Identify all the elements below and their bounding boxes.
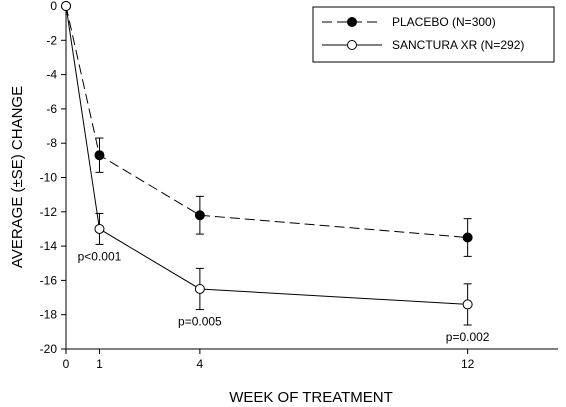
y-tick-label: -12	[40, 205, 58, 219]
y-tick-label: -10	[40, 171, 58, 185]
y-tick-label: -18	[40, 308, 58, 322]
legend-placebo-label: PLACEBO (N=300)	[392, 15, 496, 29]
y-axis-title: AVERAGE (±SE) CHANGE	[9, 86, 26, 268]
y-tick-label: -8	[46, 136, 57, 150]
data-point-sanctura	[94, 223, 105, 234]
legend-placebo-marker	[347, 17, 357, 27]
series-layer	[61, 1, 473, 326]
y-tick-label: -14	[40, 239, 58, 253]
annotation-layer: p<0.001 p=0.005 p=0.002	[78, 249, 490, 344]
data-point-sanctura	[61, 1, 71, 11]
p-value-label: p=0.005	[178, 315, 222, 329]
x-tick-label: 4	[197, 357, 204, 371]
data-point-placebo	[94, 150, 105, 161]
p-value-label: p<0.001	[78, 249, 122, 263]
data-point-sanctura	[194, 283, 205, 294]
data-point-sanctura	[462, 299, 473, 310]
p-value-label: p=0.002	[446, 330, 490, 344]
x-tick-label: 1	[96, 357, 103, 371]
y-tick-label: -16	[40, 273, 58, 287]
x-axis-title: WEEK OF TREATMENT	[229, 389, 393, 406]
series-line-sanctura	[65, 5, 468, 305]
y-tick-label: -4	[46, 68, 57, 82]
y-tick-label: -6	[46, 102, 57, 116]
x-tick-label: 0	[63, 357, 70, 371]
x-tick-label: 12	[461, 357, 475, 371]
series-line-placebo	[65, 5, 468, 239]
legend: PLACEBO (N=300) SANCTURA XR (N=292)	[312, 6, 555, 63]
legend-box	[312, 6, 555, 63]
data-point-placebo	[194, 210, 205, 221]
x-ticks: 0 1 4 12	[63, 349, 475, 371]
y-tick-label: 0	[50, 0, 57, 13]
data-point-placebo	[462, 232, 473, 243]
legend-sanctura-marker	[347, 40, 357, 50]
legend-sanctura-label: SANCTURA XR (N=292)	[392, 38, 524, 52]
y-tick-label: -2	[46, 33, 57, 47]
y-ticks: 0 -2 -4 -6 -8 -10 -12 -14 -16 -18 -20	[40, 0, 66, 356]
y-tick-label: -20	[40, 342, 58, 356]
